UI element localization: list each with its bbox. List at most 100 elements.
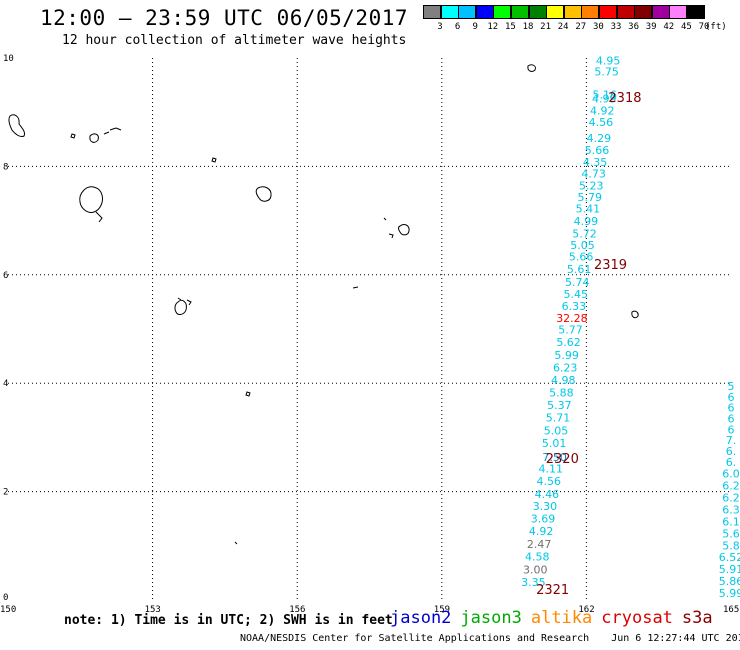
wave-height-label: 6.1 [722,515,740,528]
colorbar-swatch [581,5,600,19]
wave-height-label: 5.72 [572,228,597,241]
wave-height-label: 5.01 [542,437,567,450]
chart-subtitle: 12 hour collection of altimeter wave hei… [62,33,407,48]
island-outline [89,133,99,143]
island-outline [383,217,394,239]
y-tick-label: 10 [3,54,14,64]
legend-s3a: s3a [681,608,713,628]
colorbar-tick-label: 24 [557,22,569,32]
wave-height-label: 5.86 [719,575,740,588]
wave-height-label: 5.61 [567,263,592,276]
colorbar-swatch [563,5,582,19]
map-grid [8,58,731,600]
colorbar-swatch [599,5,617,19]
colorbar-unit: (ft) [705,22,727,32]
wave-height-label: 5.23 [579,179,604,192]
pass-number-label: 2321 [536,583,569,598]
wave-height-label: 5.66 [585,144,610,157]
wave-height-label: 6.52 [719,551,740,564]
legend-jason3: jason3 [460,608,522,628]
chart-title: 12:00 – 23:59 UTC 06/05/2017 [40,6,409,30]
colorbar-swatch [687,5,705,19]
island-outline [245,391,251,397]
wave-height-label: 7. [726,434,737,447]
pass-numbers: 2318 2319 2320 2321 [536,91,641,598]
wave-height-label: 6.33 [562,300,587,313]
wave-height-label: 6.0 [722,468,740,481]
wave-height-label: 4.73 [581,167,606,180]
colorbar-tick-label: 3 [437,22,443,32]
x-tick-label: 150 [0,605,16,615]
colorbar-swatch [634,5,653,19]
y-tick-label: 0 [3,593,8,603]
wave-height-label: 5.45 [564,288,589,301]
timestamp: Jun 6 12:27:44 UTC 2017 [611,633,740,644]
wave-height-label: 5.6 [722,527,740,540]
legend-altika: altika [530,608,593,628]
wave-height-values: 4.955.755.164.994.924.564.295.664.354.73… [521,55,740,600]
wave-height-label: 5.91 [719,563,740,576]
island-outline [174,299,187,315]
colorbar-swatch [528,5,547,19]
wave-height-label: 5.05 [570,239,595,252]
island-outline [527,64,536,72]
wave-height-label: 6. [726,445,737,458]
colorbar-swatch [458,5,477,19]
colorbar-swatch [475,5,494,19]
wave-height-label: 6 [728,391,735,404]
footnote: note: 1) Time is in UTC; 2) SWH is in fe… [64,613,393,628]
island-outline [255,186,272,202]
colorbar-tick-label: 42 [663,22,675,32]
colorbar-swatch [616,5,635,19]
satellite-legend: jason2 jason3 altika cryosat s3a [390,608,722,628]
wave-height-label: 5.8 [722,539,740,552]
colorbar-tick-label: 36 [628,22,640,32]
wave-height-label: 4.46 [535,488,560,501]
colorbar-tick-label: 12 [487,22,499,32]
y-tick-label: 2 [3,488,8,498]
colorbar-tick-label: 15 [504,22,516,32]
island-outline [177,297,192,306]
wave-height-label: 5.41 [576,203,601,216]
wave-height-label: 4.56 [589,116,614,129]
colorbar-tick-label: 21 [540,22,552,32]
colorbar-swatch [511,5,529,19]
wave-height-label: 5.77 [558,324,583,337]
wave-height-label: 4.95 [596,55,621,68]
colorbar-tick-label: 6 [454,22,461,32]
wave-height-label: 3.00 [523,564,548,577]
island-outline [95,211,103,223]
island-outline [352,286,359,289]
x-tick-label: 156 [289,605,305,615]
wave-height-label: 6.2 [722,492,740,505]
colorbar-swatch [669,5,688,19]
wave-height-label: 4.11 [538,462,563,475]
wave-height-label: 5.05 [544,424,569,437]
wave-height-label: 5.62 [556,336,581,349]
axis-tick-labels: 150 153 156 159 162 165 0 2 4 6 8 10 [0,54,739,615]
wave-height-label: 5.74 [565,276,590,289]
wave-height-label: 3.35 [521,576,546,589]
wave-height-label: 5.16 [592,88,617,101]
wave-height-label: 2.47 [527,538,552,551]
y-tick-label: 8 [3,162,8,172]
legend-cryosat: cryosat [601,608,673,628]
island-outline [79,186,103,213]
wave-height-label: 5.99 [554,349,579,362]
colorbar-swatch [423,5,441,19]
colorbar-swatch [546,5,565,19]
wave-height-label: 6 [728,402,735,415]
colorbar-swatch [440,5,459,19]
wave-height-label: 6 [728,423,735,436]
wave-height-label: 5.71 [546,411,571,424]
colorbar-tick-label: 70 [698,22,710,32]
colorbar-tick-label: 18 [522,22,534,32]
wave-height-label: 3.30 [533,500,558,513]
colorbar-swatch [651,5,670,19]
y-tick-label: 6 [3,271,8,281]
island-outline [70,133,76,139]
wave-height-label: 5.37 [547,399,572,412]
island-outline [631,310,639,319]
